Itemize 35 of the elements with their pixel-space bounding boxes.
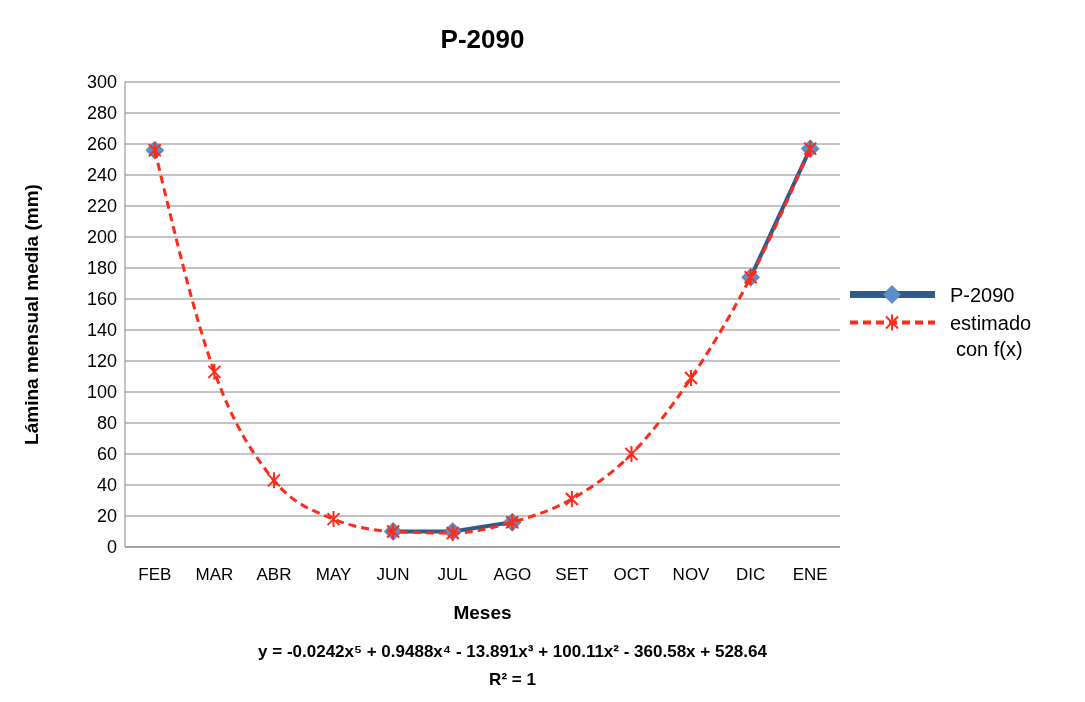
x-tick-label: OCT bbox=[613, 565, 650, 584]
x-tick-label: ABR bbox=[256, 565, 292, 584]
y-tick-label: 60 bbox=[96, 444, 117, 465]
x-axis-title: Meses bbox=[453, 602, 512, 623]
x-tick-label: JUN bbox=[376, 565, 410, 584]
y-tick-label: 0 bbox=[106, 537, 117, 558]
y-tick-label: 140 bbox=[86, 320, 117, 341]
x-tick-label: ENE bbox=[792, 565, 828, 584]
legend-label: estimado con f(x) bbox=[950, 311, 1032, 360]
y-tick-label: 40 bbox=[96, 475, 117, 496]
x-tick-label: AGO bbox=[493, 565, 532, 584]
x-tick-label: SET bbox=[555, 565, 589, 584]
y-axis-title: Lámina mensual media (mm) bbox=[21, 184, 42, 445]
x-tick-label: DIC bbox=[735, 565, 766, 584]
y-tick-label: 260 bbox=[86, 134, 117, 155]
x-tick-label: FEB bbox=[138, 565, 172, 584]
y-tick-label: 180 bbox=[86, 258, 117, 279]
x-tick-label: MAR bbox=[195, 565, 234, 584]
y-tick-label: 120 bbox=[86, 351, 117, 372]
y-tick-label: 20 bbox=[96, 506, 117, 527]
x-tick-label: MAY bbox=[315, 565, 352, 584]
y-tick-label: 160 bbox=[86, 289, 117, 310]
x-tick-label: NOV bbox=[672, 565, 711, 584]
y-tick-label: 280 bbox=[86, 103, 117, 124]
y-tick-label: 300 bbox=[86, 72, 117, 93]
y-tick-label: 240 bbox=[86, 165, 117, 186]
y-tick-label: 220 bbox=[86, 196, 117, 217]
y-tick-label: 100 bbox=[86, 382, 117, 403]
text: R² = 1 bbox=[489, 670, 536, 689]
y-tick-label: 200 bbox=[86, 227, 117, 248]
chart-title: P-2090 bbox=[440, 24, 525, 54]
text: y = -0.0242x⁵ + 0.9488x⁴ - 13.891x³ + 100.11x² - 360.58x + 528.64 bbox=[258, 642, 768, 661]
legend-label: P-2090 bbox=[950, 283, 1015, 306]
x-tick-label: JUL bbox=[437, 565, 468, 584]
y-tick-label: 80 bbox=[96, 413, 117, 434]
